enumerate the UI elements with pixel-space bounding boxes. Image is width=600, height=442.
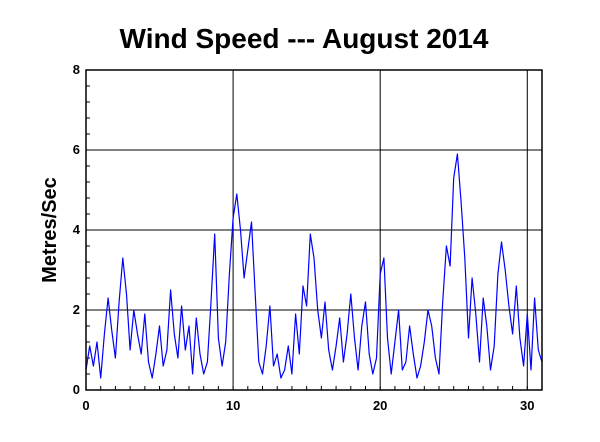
y-tick-label: 0 [73, 382, 80, 397]
y-axis-label: Metres/Sec [39, 177, 61, 283]
y-tick-label: 8 [73, 62, 80, 77]
series-line-0 [85, 153, 543, 379]
grid-lines [86, 70, 542, 390]
plot-frame [85, 69, 543, 391]
x-tick-label: 0 [82, 398, 89, 413]
y-tick-label: 2 [73, 302, 80, 317]
chart-title: Wind Speed --- August 2014 [120, 23, 489, 54]
x-tick-label: 10 [226, 398, 240, 413]
y-tick-label: 6 [73, 142, 80, 157]
y-tick-labels: 0 2 4 6 8 [73, 62, 81, 397]
x-tick-label: 30 [520, 398, 534, 413]
x-tick-label: 20 [373, 398, 387, 413]
y-tick-label: 4 [73, 222, 81, 237]
series-layer [85, 153, 543, 379]
x-tick-labels: 0 10 20 30 [82, 398, 534, 413]
